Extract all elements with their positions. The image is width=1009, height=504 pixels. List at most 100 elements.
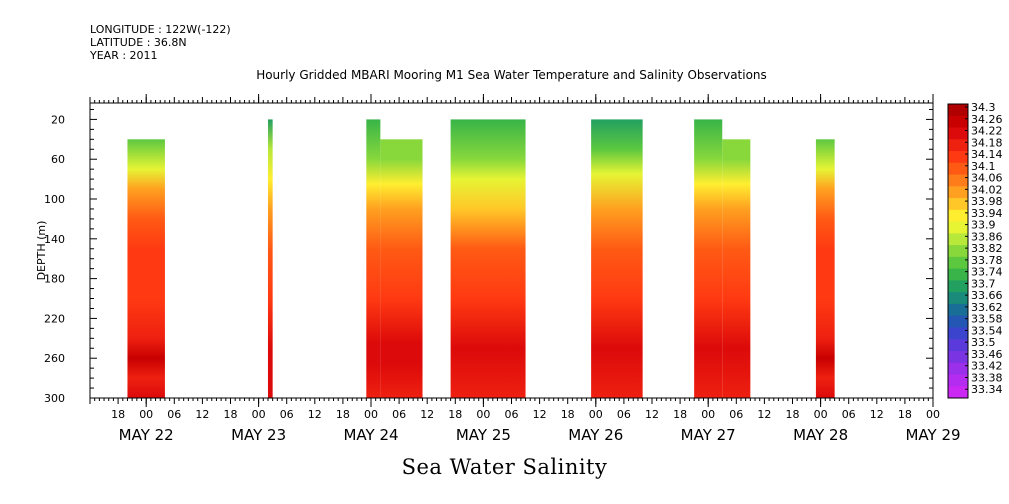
- colorbar-swatch: [948, 386, 968, 399]
- x-tick-label: 18: [786, 408, 800, 421]
- data-block: [450, 119, 526, 398]
- colorbar-swatch: [948, 174, 968, 187]
- colorbar-label: 33.34: [971, 383, 1003, 396]
- x-tick-label: 06: [729, 408, 743, 421]
- colorbar-swatch: [948, 104, 968, 117]
- colorbar-swatch: [948, 256, 968, 270]
- day-label: MAY 29: [905, 426, 960, 444]
- longitude-label: LONGITUDE : 122W(-122): [90, 23, 231, 36]
- x-tick-label: 18: [336, 408, 350, 421]
- data-block: [815, 139, 835, 398]
- colorbar-label: 33.54: [971, 324, 1003, 337]
- colorbar-swatch: [948, 303, 968, 317]
- colorbar-swatch: [948, 327, 968, 340]
- day-label: MAY 24: [343, 426, 398, 444]
- colorbar-label: 33.9: [971, 219, 996, 232]
- data-blocks: [127, 119, 835, 398]
- x-tick-label: 12: [195, 408, 209, 421]
- y-tick-label: 180: [44, 273, 65, 286]
- data-block: [366, 119, 381, 398]
- data-block: [591, 119, 643, 398]
- axis-labels: 18 00 06 12 18 00 06 12 18 00 06 12 18 00 06 12 18 00 06 12…: [44, 113, 961, 444]
- colorbar-swatch: [948, 245, 968, 258]
- x-tick-label: 06: [392, 408, 406, 421]
- y-tick-label: 220: [44, 312, 65, 325]
- y-tick-label: 300: [44, 392, 65, 405]
- colorbar-label: 33.58: [971, 313, 1003, 326]
- y-tick-label: 100: [44, 193, 65, 206]
- colorbar-swatch: [948, 127, 968, 140]
- data-block: [722, 139, 751, 398]
- colorbar-label: 34.14: [971, 148, 1003, 161]
- colorbar-swatch: [948, 151, 968, 164]
- y-axis-label: DEPTH (m): [35, 221, 48, 281]
- axis-ticks: [89, 94, 934, 407]
- colorbar-label: 34.26: [971, 113, 1003, 126]
- colorbar-swatch: [948, 292, 968, 305]
- colorbar-label: 33.78: [971, 254, 1003, 267]
- colorbar-swatch: [948, 186, 968, 199]
- x-tick-label: 00: [589, 408, 603, 421]
- day-label: MAY 27: [681, 426, 736, 444]
- colorbar-swatch: [948, 115, 968, 129]
- colorbar: 34.334.2634.2234.1834.1434.134.0634.0233…: [947, 101, 1003, 399]
- y-tick-label: 20: [51, 113, 65, 126]
- colorbar-swatch: [948, 268, 968, 281]
- colorbar-swatch: [948, 162, 968, 176]
- plot-title: Hourly Gridded MBARI Mooring M1 Sea Wate…: [256, 68, 767, 82]
- y-tick-label: 140: [44, 233, 65, 246]
- colorbar-label: 33.5: [971, 336, 996, 349]
- data-block: [694, 119, 723, 398]
- x-tick-label: 06: [842, 408, 856, 421]
- x-tick-label: 18: [561, 408, 575, 421]
- bottom-title: Sea Water Salinity: [401, 455, 608, 479]
- colorbar-swatch: [948, 315, 968, 328]
- colorbar-swatch: [948, 139, 968, 152]
- colorbar-label: 34.02: [971, 183, 1003, 196]
- x-tick-label: 00: [252, 408, 266, 421]
- colorbar-label: 33.46: [971, 348, 1003, 361]
- x-tick-label: 18: [448, 408, 462, 421]
- x-tick-label: 00: [814, 408, 828, 421]
- colorbar-label: 34.06: [971, 172, 1003, 185]
- day-label: MAY 25: [456, 426, 511, 444]
- colorbar-label: 33.74: [971, 266, 1003, 279]
- latitude-label: LATITUDE : 36.8N: [90, 36, 187, 49]
- x-tick-label: 00: [139, 408, 153, 421]
- x-tick-label: 18: [111, 408, 125, 421]
- x-tick-label: 00: [364, 408, 378, 421]
- colorbar-label: 34.1: [971, 160, 996, 173]
- colorbar-label: 33.94: [971, 207, 1003, 220]
- x-tick-label: 00: [926, 408, 940, 421]
- colorbar-swatch: [948, 233, 968, 246]
- x-tick-label: 06: [617, 408, 631, 421]
- colorbar-label: 33.82: [971, 242, 1003, 255]
- x-tick-label: 18: [898, 408, 912, 421]
- colorbar-label: 33.38: [971, 371, 1003, 384]
- day-label: MAY 22: [119, 426, 174, 444]
- colorbar-swatch: [948, 221, 968, 234]
- colorbar-swatch: [948, 339, 968, 352]
- x-tick-label: 06: [167, 408, 181, 421]
- colorbar-label: 33.66: [971, 289, 1003, 302]
- x-tick-label: 12: [533, 408, 547, 421]
- y-tick-label: 260: [44, 352, 65, 365]
- day-label: MAY 26: [568, 426, 623, 444]
- colorbar-label: 33.86: [971, 230, 1003, 243]
- x-tick-label: 12: [870, 408, 884, 421]
- x-tick-label: 12: [757, 408, 771, 421]
- x-tick-label: 06: [505, 408, 519, 421]
- x-tick-label: 12: [645, 408, 659, 421]
- colorbar-swatch: [948, 362, 968, 375]
- x-tick-label: 00: [701, 408, 715, 421]
- day-label: MAY 28: [793, 426, 848, 444]
- colorbar-swatch: [948, 350, 968, 364]
- colorbar-label: 34.18: [971, 136, 1003, 149]
- colorbar-label: 33.42: [971, 360, 1003, 373]
- day-label: MAY 23: [231, 426, 286, 444]
- colorbar-swatch: [948, 209, 968, 223]
- data-block: [267, 119, 273, 398]
- x-tick-label: 06: [280, 408, 294, 421]
- y-tick-label: 60: [51, 153, 65, 166]
